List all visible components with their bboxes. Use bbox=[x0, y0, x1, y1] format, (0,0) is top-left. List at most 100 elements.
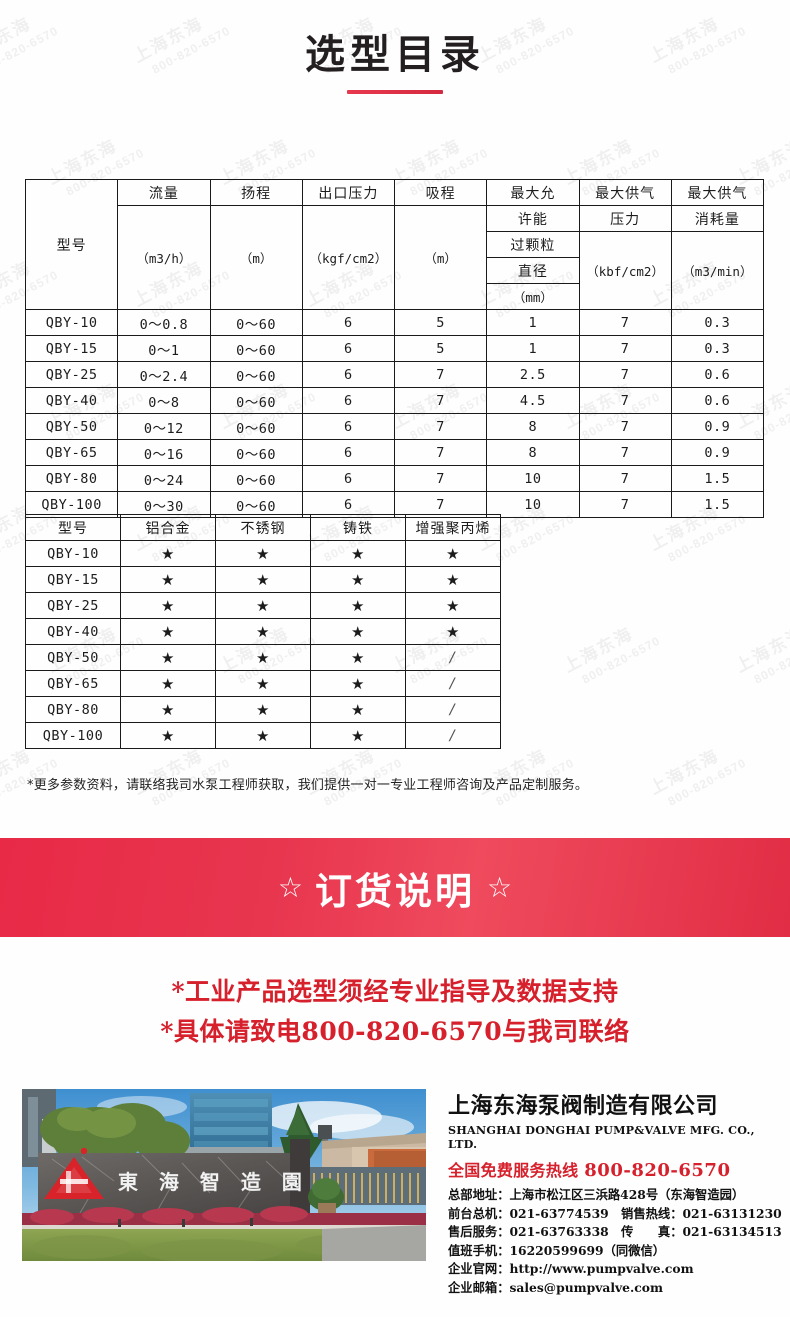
contact-label: 前台总机： bbox=[448, 1206, 510, 1221]
cell-flow: 0～12 bbox=[117, 413, 211, 440]
cell-suction: 7 bbox=[393, 387, 488, 414]
cell-particle-diameter: 8 bbox=[486, 439, 580, 466]
cell-head: 0～60 bbox=[209, 491, 303, 518]
cell-particle-diameter: 1 bbox=[486, 335, 580, 362]
table-row: QBY-10 0～0.8 0～60 6 5 1 7 0.3 bbox=[24, 309, 765, 336]
order-notice-block: *工业产品选型须经专业指导及数据支持 *具体请致电800-820-6570与我司… bbox=[0, 972, 790, 1052]
cell-air-pressure: 7 bbox=[578, 439, 672, 466]
company-name-cn: 上海东海泵阀制造有限公司 bbox=[448, 1094, 719, 1119]
header-outlet-pressure: 出口压力 bbox=[301, 179, 396, 206]
cell-outlet-pressure: 6 bbox=[301, 309, 396, 336]
contact-value: 021-63774539 销售热线：021-63131230 bbox=[509, 1205, 782, 1221]
cell-reinforced-pp: ★ bbox=[405, 592, 501, 619]
header-air-pressure-line2: 压力 bbox=[578, 205, 672, 232]
table-row: QBY-80 ★ ★ ★ / bbox=[25, 696, 501, 723]
material-header-stainless: 不锈钢 bbox=[215, 514, 311, 541]
material-table: 型号 铝合金 不锈钢 铸铁 增强聚丙烯 QBY-10 ★ ★ ★ ★ QBY-15 ★ ★ ★ ★… bbox=[25, 514, 501, 749]
unit-outlet-pressure: （kgf/cm2） bbox=[301, 205, 396, 310]
cell-aluminum: ★ bbox=[120, 618, 216, 645]
cell-outlet-pressure: 6 bbox=[301, 413, 396, 440]
cell-flow: 0～0.8 bbox=[117, 309, 211, 336]
cell-aluminum: ★ bbox=[120, 670, 216, 697]
cell-aluminum: ★ bbox=[120, 696, 216, 723]
cell-reinforced-pp: ★ bbox=[405, 540, 501, 567]
header-model: 型号 bbox=[24, 179, 119, 310]
specification-table: 型号 流量 扬程 出口压力 吸程 最大允 最大供气 最大供气 （m3/h） （m… bbox=[24, 179, 765, 518]
cell-stainless-steel: ★ bbox=[215, 722, 311, 749]
cell-head: 0～60 bbox=[209, 413, 303, 440]
cell-model: QBY-15 bbox=[25, 566, 121, 593]
material-header-cast-iron: 铸铁 bbox=[310, 514, 406, 541]
cell-model: QBY-15 bbox=[24, 335, 119, 362]
cell-head: 0～60 bbox=[209, 309, 303, 336]
cell-reinforced-pp: / bbox=[405, 644, 501, 671]
donghai-triangle-logo bbox=[44, 1147, 104, 1199]
cell-air-pressure: 7 bbox=[578, 491, 672, 518]
cell-reinforced-pp: / bbox=[405, 670, 501, 697]
table-header-row-5: （mm） bbox=[26, 283, 764, 310]
cell-flow: 0～1 bbox=[117, 335, 211, 362]
unit-flow: （m3/h） bbox=[117, 205, 211, 310]
contact-row: 前台总机：021-63774539 销售热线：021-63131230 bbox=[448, 1205, 782, 1224]
cell-model: QBY-65 bbox=[25, 670, 121, 697]
hotline-label: 全国免费服务热线 bbox=[448, 1161, 579, 1181]
cell-outlet-pressure: 6 bbox=[301, 465, 396, 492]
table-row: QBY-15 ★ ★ ★ ★ bbox=[25, 566, 501, 593]
hotline: 全国免费服务热线 800-820-6570 bbox=[448, 1157, 778, 1181]
cell-aluminum: ★ bbox=[120, 592, 216, 619]
material-header-row: 型号 铝合金 不锈钢 铸铁 增强聚丙烯 bbox=[25, 514, 501, 541]
cell-air-pressure: 7 bbox=[578, 387, 672, 414]
header-air-consumption-line2: 消耗量 bbox=[670, 205, 765, 232]
cell-model: QBY-100 bbox=[25, 722, 121, 749]
cell-outlet-pressure: 6 bbox=[301, 439, 396, 466]
table-row: QBY-50 0～12 0～60 6 7 8 7 0.9 bbox=[24, 413, 765, 440]
cell-suction: 5 bbox=[393, 335, 488, 362]
company-name-en: SHANGHAI DONGHAI PUMP&VALVE MFG. CO., LT… bbox=[448, 1123, 755, 1152]
header-particle-line3: 过颗粒 bbox=[486, 231, 580, 258]
contact-label: 企业官网： bbox=[448, 1262, 510, 1277]
material-header-aluminum: 铝合金 bbox=[120, 514, 216, 541]
contact-value: 16220599699（同微信） bbox=[509, 1242, 666, 1258]
notice-line-2: *具体请致电800-820-6570与我司联络 bbox=[160, 1017, 630, 1046]
notice-line-1: *工业产品选型须经专业指导及数据支持 bbox=[171, 977, 619, 1006]
cell-reinforced-pp: / bbox=[405, 722, 501, 749]
cell-model: QBY-25 bbox=[24, 361, 119, 388]
contact-value: 021-63763338 传 真：021-63134513 bbox=[509, 1224, 782, 1240]
cell-flow: 0～24 bbox=[117, 465, 211, 492]
contact-row: 企业官网：http://www.pumpvalve.com bbox=[448, 1260, 778, 1279]
cell-cast-iron: ★ bbox=[310, 722, 406, 749]
cell-aluminum: ★ bbox=[120, 566, 216, 593]
cell-stainless-steel: ★ bbox=[215, 540, 311, 567]
contact-label: 售后服务： bbox=[448, 1225, 510, 1240]
cell-air-pressure: 7 bbox=[578, 413, 672, 440]
company-entrance-photo: 東 海 智 造 園 bbox=[22, 1089, 426, 1261]
cell-stainless-steel: ★ bbox=[215, 696, 311, 723]
cell-outlet-pressure: 6 bbox=[301, 335, 396, 362]
table-row: QBY-25 0～2.4 0～60 6 7 2.5 7 0.6 bbox=[24, 361, 765, 388]
cell-air-pressure: 7 bbox=[578, 361, 672, 388]
contact-label: 总部地址： bbox=[448, 1188, 510, 1203]
cell-air-consumption: 0.6 bbox=[670, 387, 765, 414]
material-header-pp: 增强聚丙烯 bbox=[405, 514, 501, 541]
cell-flow: 0～16 bbox=[117, 439, 211, 466]
watermark: 上海东海 800-820-6570 bbox=[646, 745, 749, 809]
cell-cast-iron: ★ bbox=[310, 566, 406, 593]
cell-stainless-steel: ★ bbox=[215, 592, 311, 619]
footnote: *更多参数资料，请联络我司水泵工程师获取，我们提供一对一专业工程师咨询及产品定制… bbox=[27, 778, 589, 793]
cell-reinforced-pp: / bbox=[405, 696, 501, 723]
cell-flow: 0～2.4 bbox=[117, 361, 211, 388]
cell-model: QBY-10 bbox=[25, 540, 121, 567]
cell-cast-iron: ★ bbox=[310, 696, 406, 723]
table-header-row-3: 过颗粒 （kbf/cm2） （m3/min） bbox=[26, 231, 765, 310]
cell-particle-diameter: 10 bbox=[486, 465, 580, 492]
table-row: QBY-65 ★ ★ ★ / bbox=[25, 670, 501, 697]
cell-air-consumption: 1.5 bbox=[670, 491, 765, 518]
cell-model: QBY-50 bbox=[24, 413, 119, 440]
cell-particle-diameter: 2.5 bbox=[486, 361, 580, 388]
cell-reinforced-pp: ★ bbox=[405, 566, 501, 593]
contact-value: http://www.pumpvalve.com bbox=[509, 1261, 694, 1277]
cell-particle-diameter: 8 bbox=[486, 413, 580, 440]
cell-head: 0～60 bbox=[209, 361, 303, 388]
contact-row: 售后服务：021-63763338 传 真：021-63134513 bbox=[448, 1223, 782, 1242]
